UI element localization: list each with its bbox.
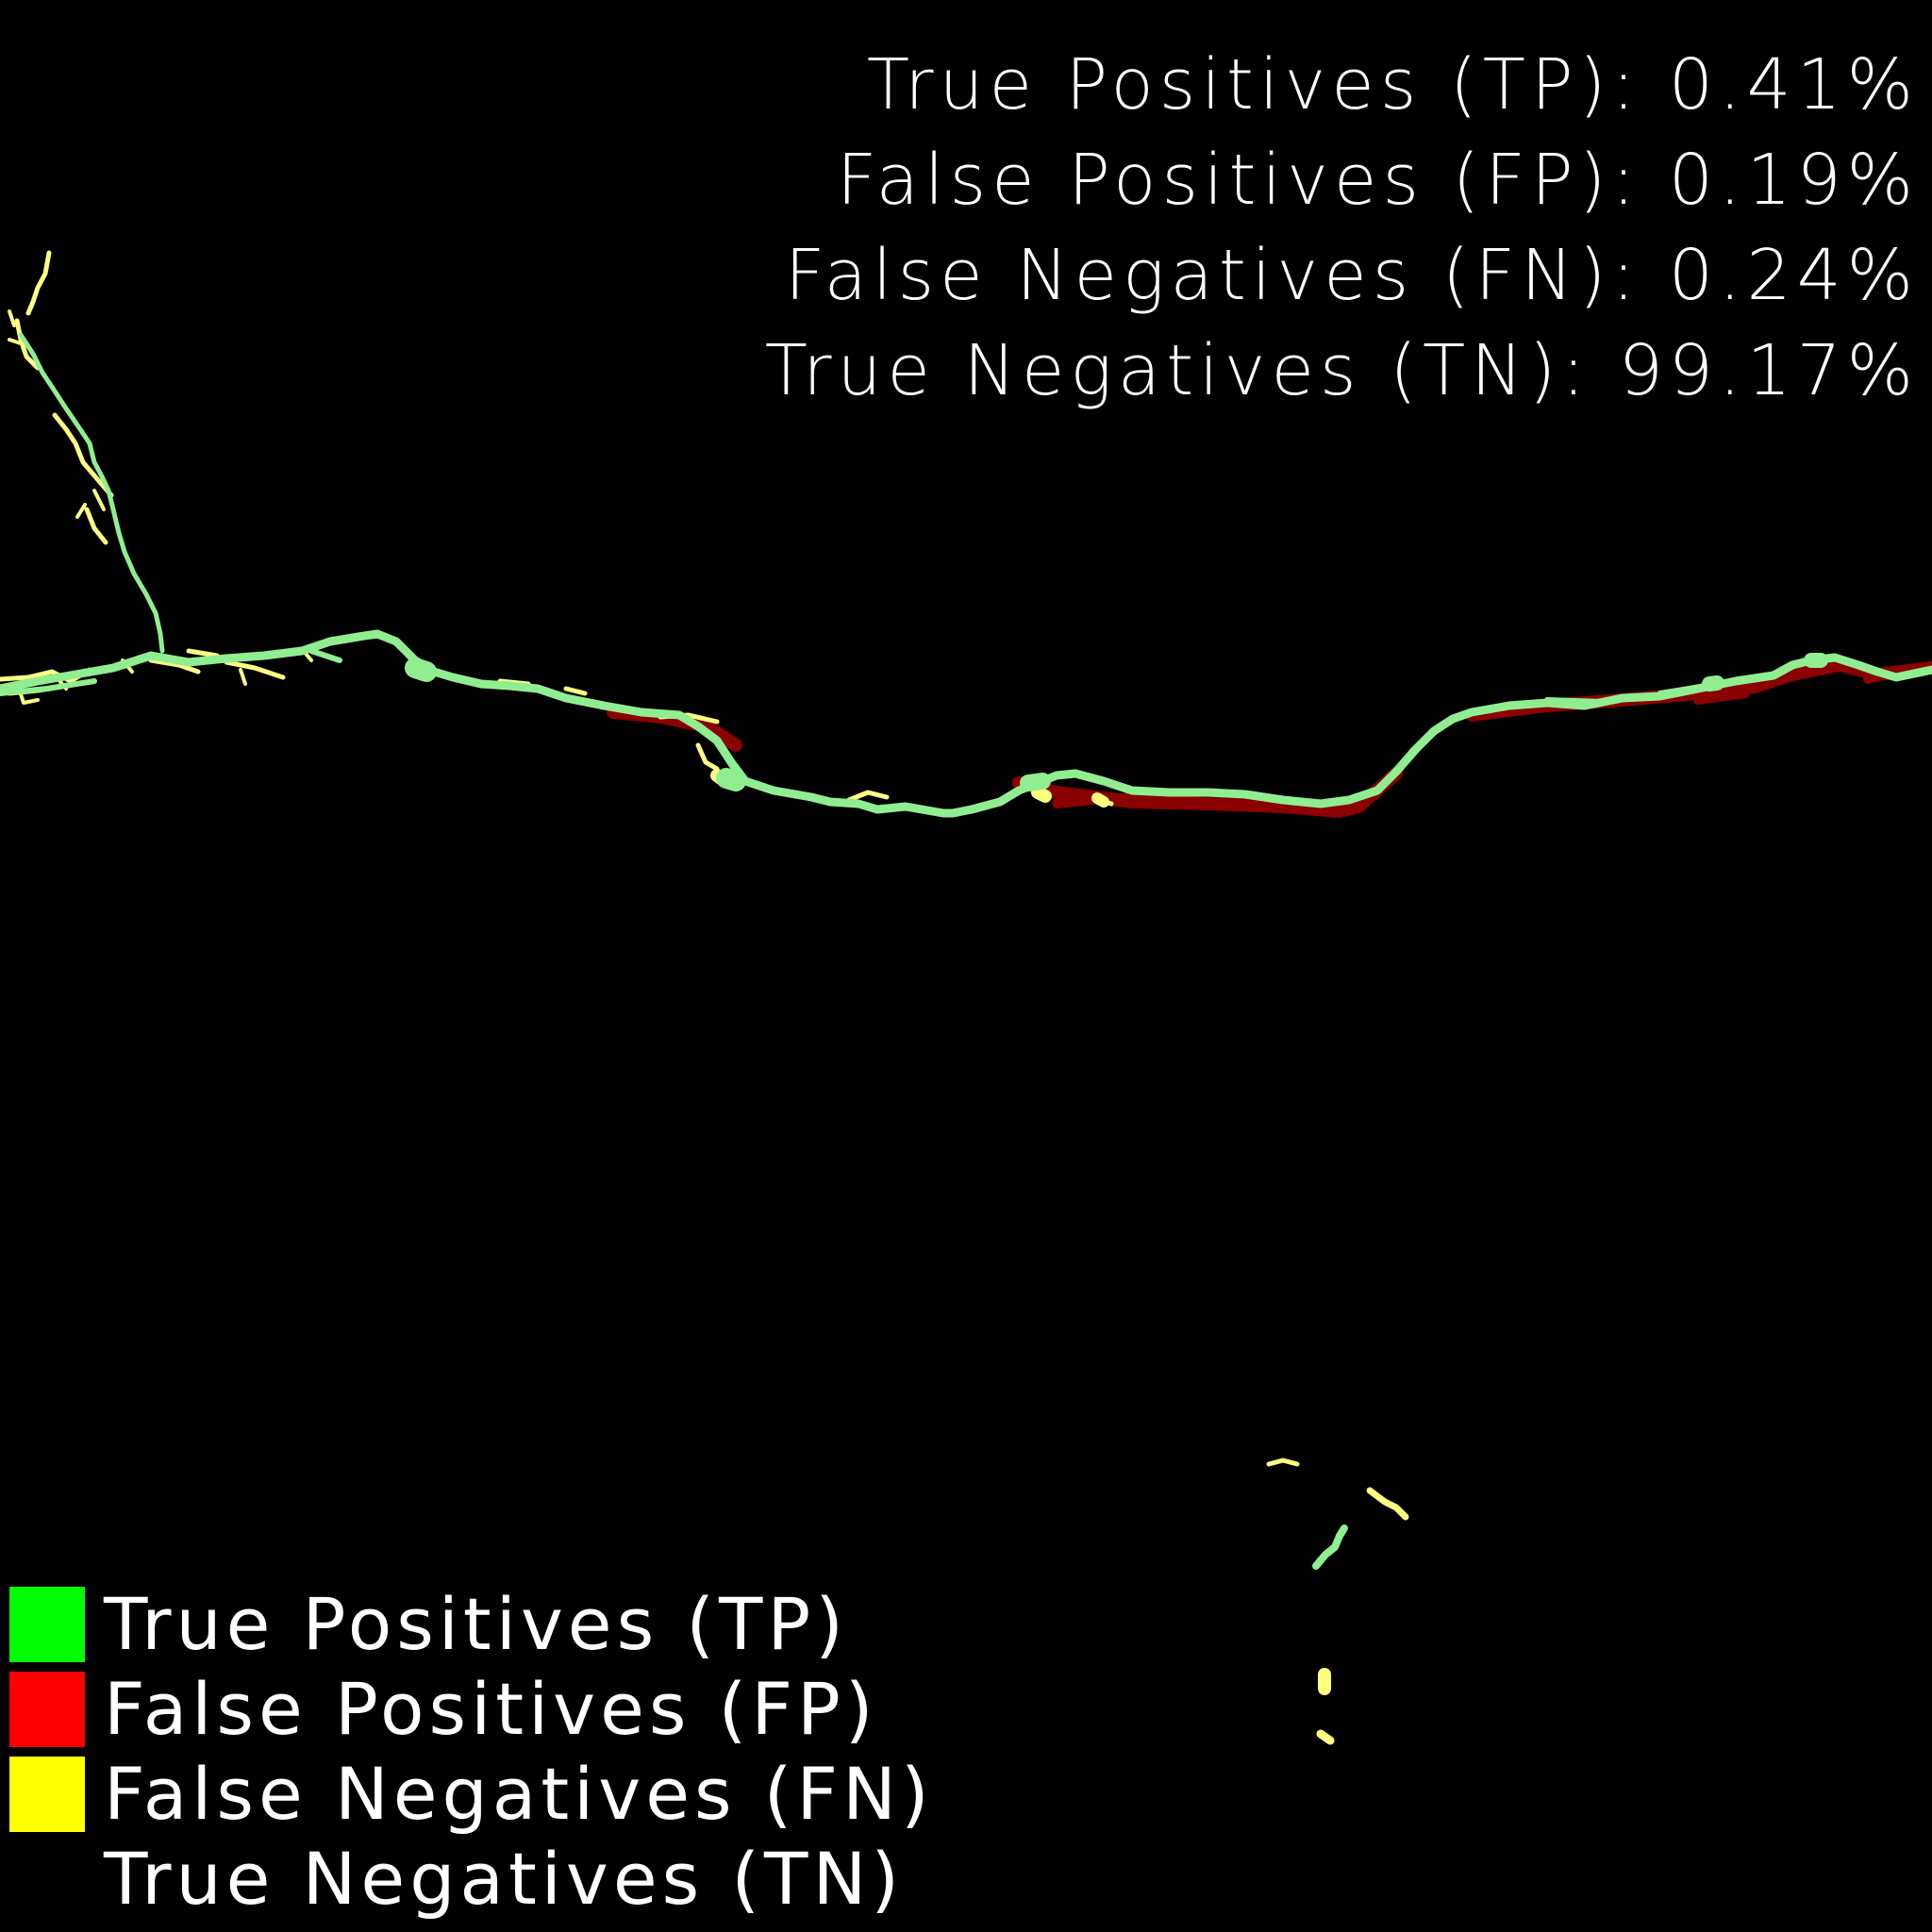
tp-blob [1702,675,1724,691]
tp-blob [405,658,437,682]
legend-swatch-tn [9,1841,85,1917]
tp-blob [1020,773,1051,791]
legend-item-fp: False Positives (FP) [9,1667,934,1752]
legend-swatch-fp [9,1672,85,1747]
fn-blob [1091,792,1109,808]
fn-lower-fragment [1316,1729,1335,1745]
legend-item-fn: False Negatives (FN) [9,1752,934,1837]
tp-main-river [0,629,1932,818]
stats-panel: True Positives (TP): 0.41% False Positiv… [765,38,1919,419]
stat-fn: False Negatives (FN): 0.24% [784,235,1919,316]
fn-lower-fragment [1366,1487,1409,1521]
fp-river-segment [1052,667,1901,808]
tp-tributary [18,332,165,654]
fp-river-segment [607,658,1932,818]
stat-tn: True Negatives (TN): 99.17% [764,330,1919,411]
fn-tributary [14,250,114,545]
tp-main-river [0,648,1720,705]
tp-blob [716,768,746,791]
legend-item-tp: True Positives (TP) [9,1582,934,1667]
legend-swatch-tp [9,1587,85,1662]
stat-tp: True Positives (TP): 0.41% [866,44,1919,125]
legend: True Positives (TP) False Positives (FP)… [9,1582,934,1922]
fn-lower-fragment [1266,1457,1300,1467]
legend-label-fp: False Positives (FP) [104,1667,878,1751]
legend-label-fn: False Negatives (FN) [104,1752,934,1836]
fn-tributary [8,309,106,519]
false-positive-regions [607,658,1932,818]
legend-swatch-fn [9,1757,85,1832]
true-positive-regions [0,332,1932,1570]
fn-blob [1031,786,1052,803]
false-negative-regions [0,250,1409,1745]
legend-item-tn: True Negatives (TN) [9,1837,934,1922]
stat-fp: False Positives (FP): 0.19% [836,140,1919,221]
legend-label-tp: True Positives (TP) [104,1582,848,1666]
tp-lower-fragment [1312,1524,1348,1570]
legend-label-tn: True Negatives (TN) [104,1837,904,1921]
